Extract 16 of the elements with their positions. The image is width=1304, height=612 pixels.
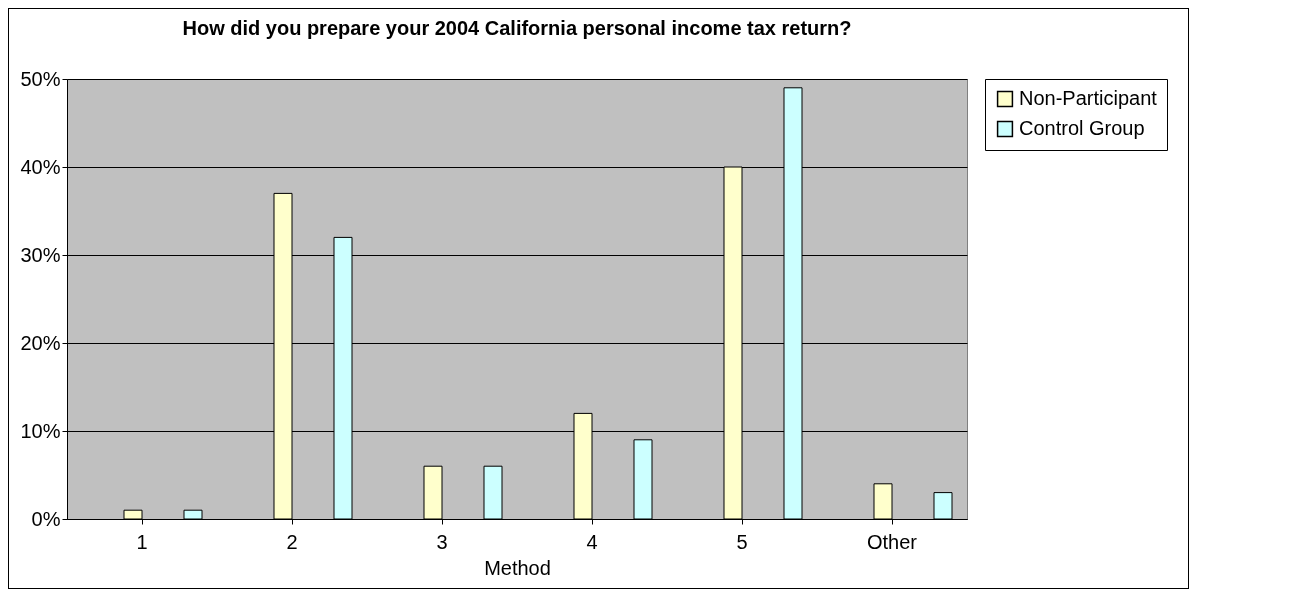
x-tick-label: Other [866,530,918,553]
y-tick-label: 10% [20,419,61,442]
x-tick-label: 5 [736,530,748,553]
legend-label: Non-Participant [1019,87,1158,109]
y-tick-label: 40% [20,155,61,178]
legend-label: Control Group [1019,117,1145,139]
y-tick-label: 50% [20,67,61,90]
chart-title: How did you prepare your 2004 California personal income tax return? [182,17,852,39]
x-tick-label: 2 [286,530,298,553]
y-tick-label: 30% [20,243,61,266]
x-tick-label: 1 [136,530,148,553]
y-tick-label: 0% [31,507,61,530]
x-axis-title: Method [484,556,551,579]
x-tick-label: 4 [586,530,598,553]
y-tick-label: 20% [20,331,61,354]
x-tick-label: 3 [436,530,448,553]
